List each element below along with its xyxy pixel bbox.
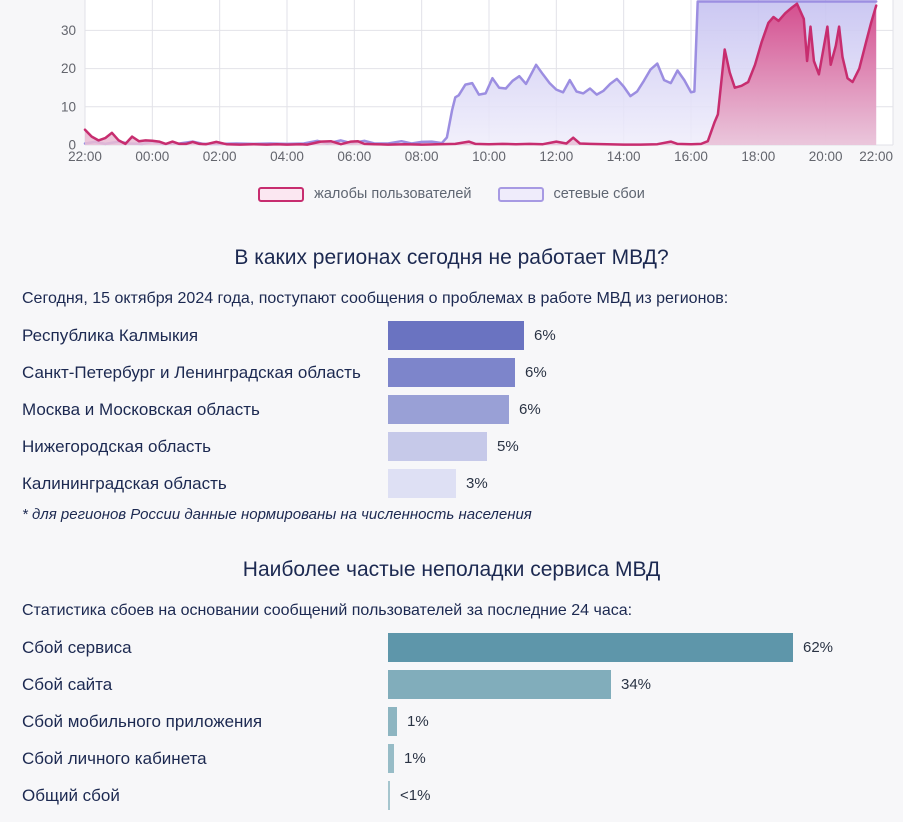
region-row: Калининградская область 3% <box>0 469 903 498</box>
problem-row: Сбой личного кабинета 1% <box>0 744 903 773</box>
svg-text:20: 20 <box>61 61 76 76</box>
svg-text:22:00: 22:00 <box>68 149 102 164</box>
svg-text:22:00: 22:00 <box>859 149 893 164</box>
problems-section-intro: Статистика сбоев на основании сообщений … <box>22 602 633 619</box>
regions-section-intro: Сегодня, 15 октября 2024 года, поступают… <box>22 290 729 307</box>
svg-text:14:00: 14:00 <box>607 149 641 164</box>
problem-row: Сбой мобильного приложения 1% <box>0 707 903 736</box>
problem-bar <box>388 744 394 773</box>
region-bar <box>388 395 509 424</box>
problem-bar <box>388 781 390 810</box>
region-bar <box>388 321 524 350</box>
region-label: Нижегородская область <box>22 436 211 456</box>
problem-value: 62% <box>803 639 834 656</box>
svg-text:04:00: 04:00 <box>270 149 304 164</box>
regions-footnote: * для регионов России данные нормированы… <box>22 506 532 523</box>
problems-section-title: Наиболее частые неполадки сервиса МВД <box>242 558 661 581</box>
complaints-swatch-icon <box>258 186 305 202</box>
region-value: 3% <box>466 475 488 492</box>
svg-text:08:00: 08:00 <box>405 149 439 164</box>
region-label: Республика Калмыкия <box>22 325 199 345</box>
region-row: Республика Калмыкия 6% <box>0 321 903 350</box>
svg-text:00:00: 00:00 <box>135 149 169 164</box>
problem-bar <box>388 707 397 736</box>
svg-text:02:00: 02:00 <box>203 149 237 164</box>
legend-label-network: сетевые сбои <box>553 186 645 202</box>
problem-label: Сбой личного кабинета <box>22 748 207 768</box>
svg-text:06:00: 06:00 <box>337 149 371 164</box>
problem-bar <box>388 670 611 699</box>
problem-row: Сбой сервиса 62% <box>0 633 903 662</box>
regions-section-title: В каких регионах сегодня не работает МВД… <box>234 246 669 269</box>
svg-text:10: 10 <box>61 99 76 114</box>
outage-timeline-chart: 0 10 20 30 22:00 00:00 02:00 04:00 06:00 08:00 10:… <box>0 0 903 205</box>
svg-text:10:00: 10:00 <box>472 149 506 164</box>
region-label: Санкт-Петербург и Ленинградская область <box>22 362 361 382</box>
svg-text:20:00: 20:00 <box>809 149 843 164</box>
region-label: Москва и Московская область <box>22 399 260 419</box>
region-bar <box>388 358 515 387</box>
svg-text:18:00: 18:00 <box>741 149 775 164</box>
network-swatch-icon <box>497 186 544 202</box>
timeline-area-chart: 0 10 20 30 22:00 00:00 02:00 04:00 06:00 08:00 10:… <box>61 0 894 164</box>
region-row: Санкт-Петербург и Ленинградская область … <box>0 358 903 387</box>
problem-value: 1% <box>404 750 426 767</box>
svg-text:12:00: 12:00 <box>539 149 573 164</box>
region-value: 6% <box>534 327 556 344</box>
problem-label: Сбой мобильного приложения <box>22 711 263 731</box>
region-bar <box>388 469 456 498</box>
problem-value: 1% <box>407 713 429 730</box>
problem-label: Общий сбой <box>22 785 120 805</box>
problem-row: Сбой сайта 34% <box>0 670 903 699</box>
problem-label: Сбой сервиса <box>22 637 132 657</box>
region-bar <box>388 432 487 461</box>
problem-value: <1% <box>400 787 431 804</box>
region-row: Москва и Московская область 6% <box>0 395 903 424</box>
region-value: 5% <box>497 438 519 455</box>
problem-row: Общий сбой <1% <box>0 781 903 810</box>
svg-text:0: 0 <box>68 138 76 153</box>
svg-text:16:00: 16:00 <box>674 149 708 164</box>
problem-value: 34% <box>621 676 652 693</box>
legend-item-complaints[interactable]: жалобы пользователей <box>258 186 472 202</box>
problem-bar <box>388 633 793 662</box>
problems-bar-list: Сбой сервиса 62% Сбой сайта 34% Сбой моб… <box>0 633 903 810</box>
region-value: 6% <box>519 401 541 418</box>
region-row: Нижегородская область 5% <box>0 432 903 461</box>
legend-label-complaints: жалобы пользователей <box>314 186 472 202</box>
svg-text:30: 30 <box>61 23 76 38</box>
problem-label: Сбой сайта <box>22 674 113 694</box>
region-label: Калининградская область <box>22 473 227 493</box>
chart-legend: жалобы пользователей сетевые сбои <box>0 183 903 205</box>
legend-item-network[interactable]: сетевые сбои <box>497 186 645 202</box>
regions-bar-list: Республика Калмыкия 6% Санкт-Петербург и… <box>0 321 903 498</box>
region-value: 6% <box>525 364 547 381</box>
